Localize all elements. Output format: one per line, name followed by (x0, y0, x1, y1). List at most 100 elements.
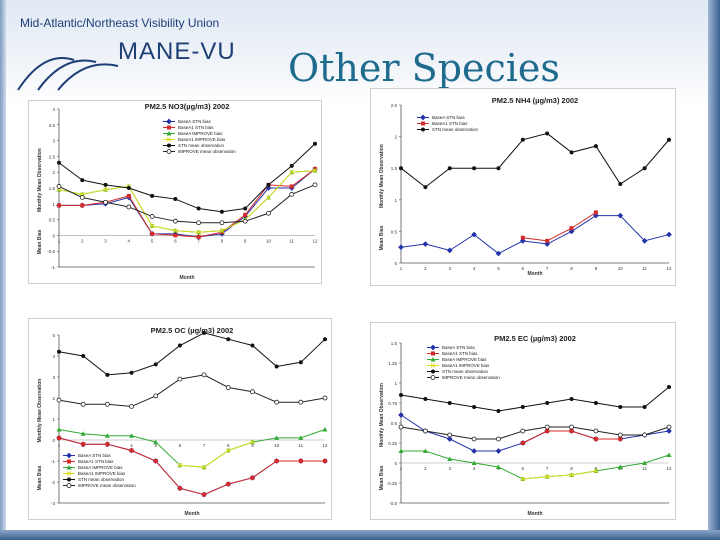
data-point (446, 247, 453, 254)
data-point (57, 435, 61, 440)
y-tick-label: 2 (394, 135, 397, 140)
y-tick-label: 0.25 (388, 441, 397, 446)
data-point (520, 441, 525, 445)
y-tick-label: 0 (52, 233, 55, 238)
data-point (618, 182, 623, 186)
y-axis-title-observation: Monthly Mean Observation (379, 144, 385, 208)
y-tick-label: 4 (52, 354, 55, 359)
x-tick-label: 7 (546, 266, 549, 271)
series-group (56, 182, 318, 226)
data-point (593, 437, 598, 441)
data-point (196, 229, 201, 235)
data-point (80, 178, 85, 183)
x-tick-label: 4 (473, 466, 476, 471)
x-tick-label: 11 (289, 238, 294, 243)
legend-marker (67, 477, 71, 482)
legend-marker (166, 137, 172, 142)
data-point (126, 193, 131, 198)
x-tick-label: 1 (58, 443, 61, 448)
series-group (57, 435, 327, 497)
data-point (569, 397, 574, 401)
data-point (177, 462, 183, 468)
data-point (173, 197, 178, 202)
data-point (150, 193, 155, 198)
series-line (59, 168, 316, 238)
data-point (520, 137, 525, 142)
data-point (495, 448, 502, 454)
data-point (399, 393, 403, 397)
series-group (57, 330, 327, 377)
chart-ec: PM2.5 EC (µg/m3) 2002 -0.5 -0.25 0 0.25 0.5 0.… (379, 334, 672, 517)
data-point (243, 206, 248, 211)
x-tick-label: 11 (642, 266, 647, 271)
series-group (56, 168, 318, 235)
data-point (153, 439, 159, 445)
data-point (398, 448, 404, 453)
y-tick-label: 0.5 (391, 421, 398, 426)
legend-label: STN mean observation (178, 143, 225, 148)
data-point (129, 404, 134, 409)
data-point (149, 223, 155, 229)
x-tick-label: 6 (174, 238, 177, 243)
x-tick-label: 4 (130, 443, 133, 448)
y-axis-title-bias: Mean Bias (37, 229, 43, 254)
legend-label: BaseA1 STN bias (432, 121, 468, 126)
x-tick-label: 10 (266, 238, 272, 243)
data-point (177, 376, 183, 382)
slide-title: Other Species (288, 46, 560, 90)
y-axis-title-observation: Monthly Mean Observation (379, 383, 385, 447)
data-point (202, 492, 207, 497)
data-point (57, 203, 61, 208)
x-axis-title: Month (528, 271, 543, 277)
x-tick-label: 12 (666, 466, 672, 471)
data-point (202, 330, 207, 335)
x-tick-label: 9 (244, 238, 247, 243)
legend-label: STN mean observation (442, 369, 489, 374)
y-tick-label: 2.5 (391, 103, 398, 108)
data-point (250, 439, 255, 445)
data-point (618, 437, 623, 441)
data-point (274, 435, 280, 440)
series-line (179, 441, 253, 468)
x-tick-label: 8 (227, 443, 230, 448)
series-line (400, 132, 670, 188)
data-point (593, 210, 598, 215)
data-point (593, 401, 598, 405)
legend-marker (66, 471, 72, 476)
x-tick-label: 12 (322, 443, 328, 448)
data-point (126, 204, 132, 210)
x-tick-label: 2 (424, 266, 427, 271)
data-point (545, 131, 550, 136)
data-point (250, 475, 255, 480)
data-point (177, 486, 182, 491)
series-group (399, 131, 671, 190)
y-tick-label: 2 (52, 396, 55, 401)
legend-label: BaseA STN bias (78, 453, 112, 458)
data-point (618, 405, 623, 409)
y-tick-label: 1 (394, 198, 397, 203)
data-point (219, 228, 225, 234)
data-point (289, 169, 295, 175)
series-group (57, 167, 317, 239)
y-tick-label: 4 (52, 107, 55, 112)
data-point (226, 337, 231, 342)
legend-marker (166, 149, 172, 154)
data-point (323, 337, 327, 342)
data-point (243, 212, 248, 217)
chart-title: PM2.5 OC (µg/m3) 2002 (151, 326, 234, 335)
x-tick-label: 11 (642, 466, 647, 471)
legend-label: BaseA IMPROVE bias (78, 465, 123, 470)
data-point (219, 220, 225, 226)
x-tick-label: 3 (104, 238, 107, 243)
data-point (666, 424, 672, 430)
legend-marker (66, 452, 72, 459)
data-point (593, 428, 599, 434)
data-point (667, 385, 671, 389)
data-point (322, 395, 328, 401)
x-tick-label: 12 (312, 238, 318, 243)
data-point (266, 195, 271, 200)
y-tick-label: 0.75 (388, 401, 397, 406)
legend-label: BaseA STN bias (432, 115, 466, 120)
y-axis-title-bias: Mean Bias (37, 465, 43, 490)
data-point (398, 244, 404, 251)
